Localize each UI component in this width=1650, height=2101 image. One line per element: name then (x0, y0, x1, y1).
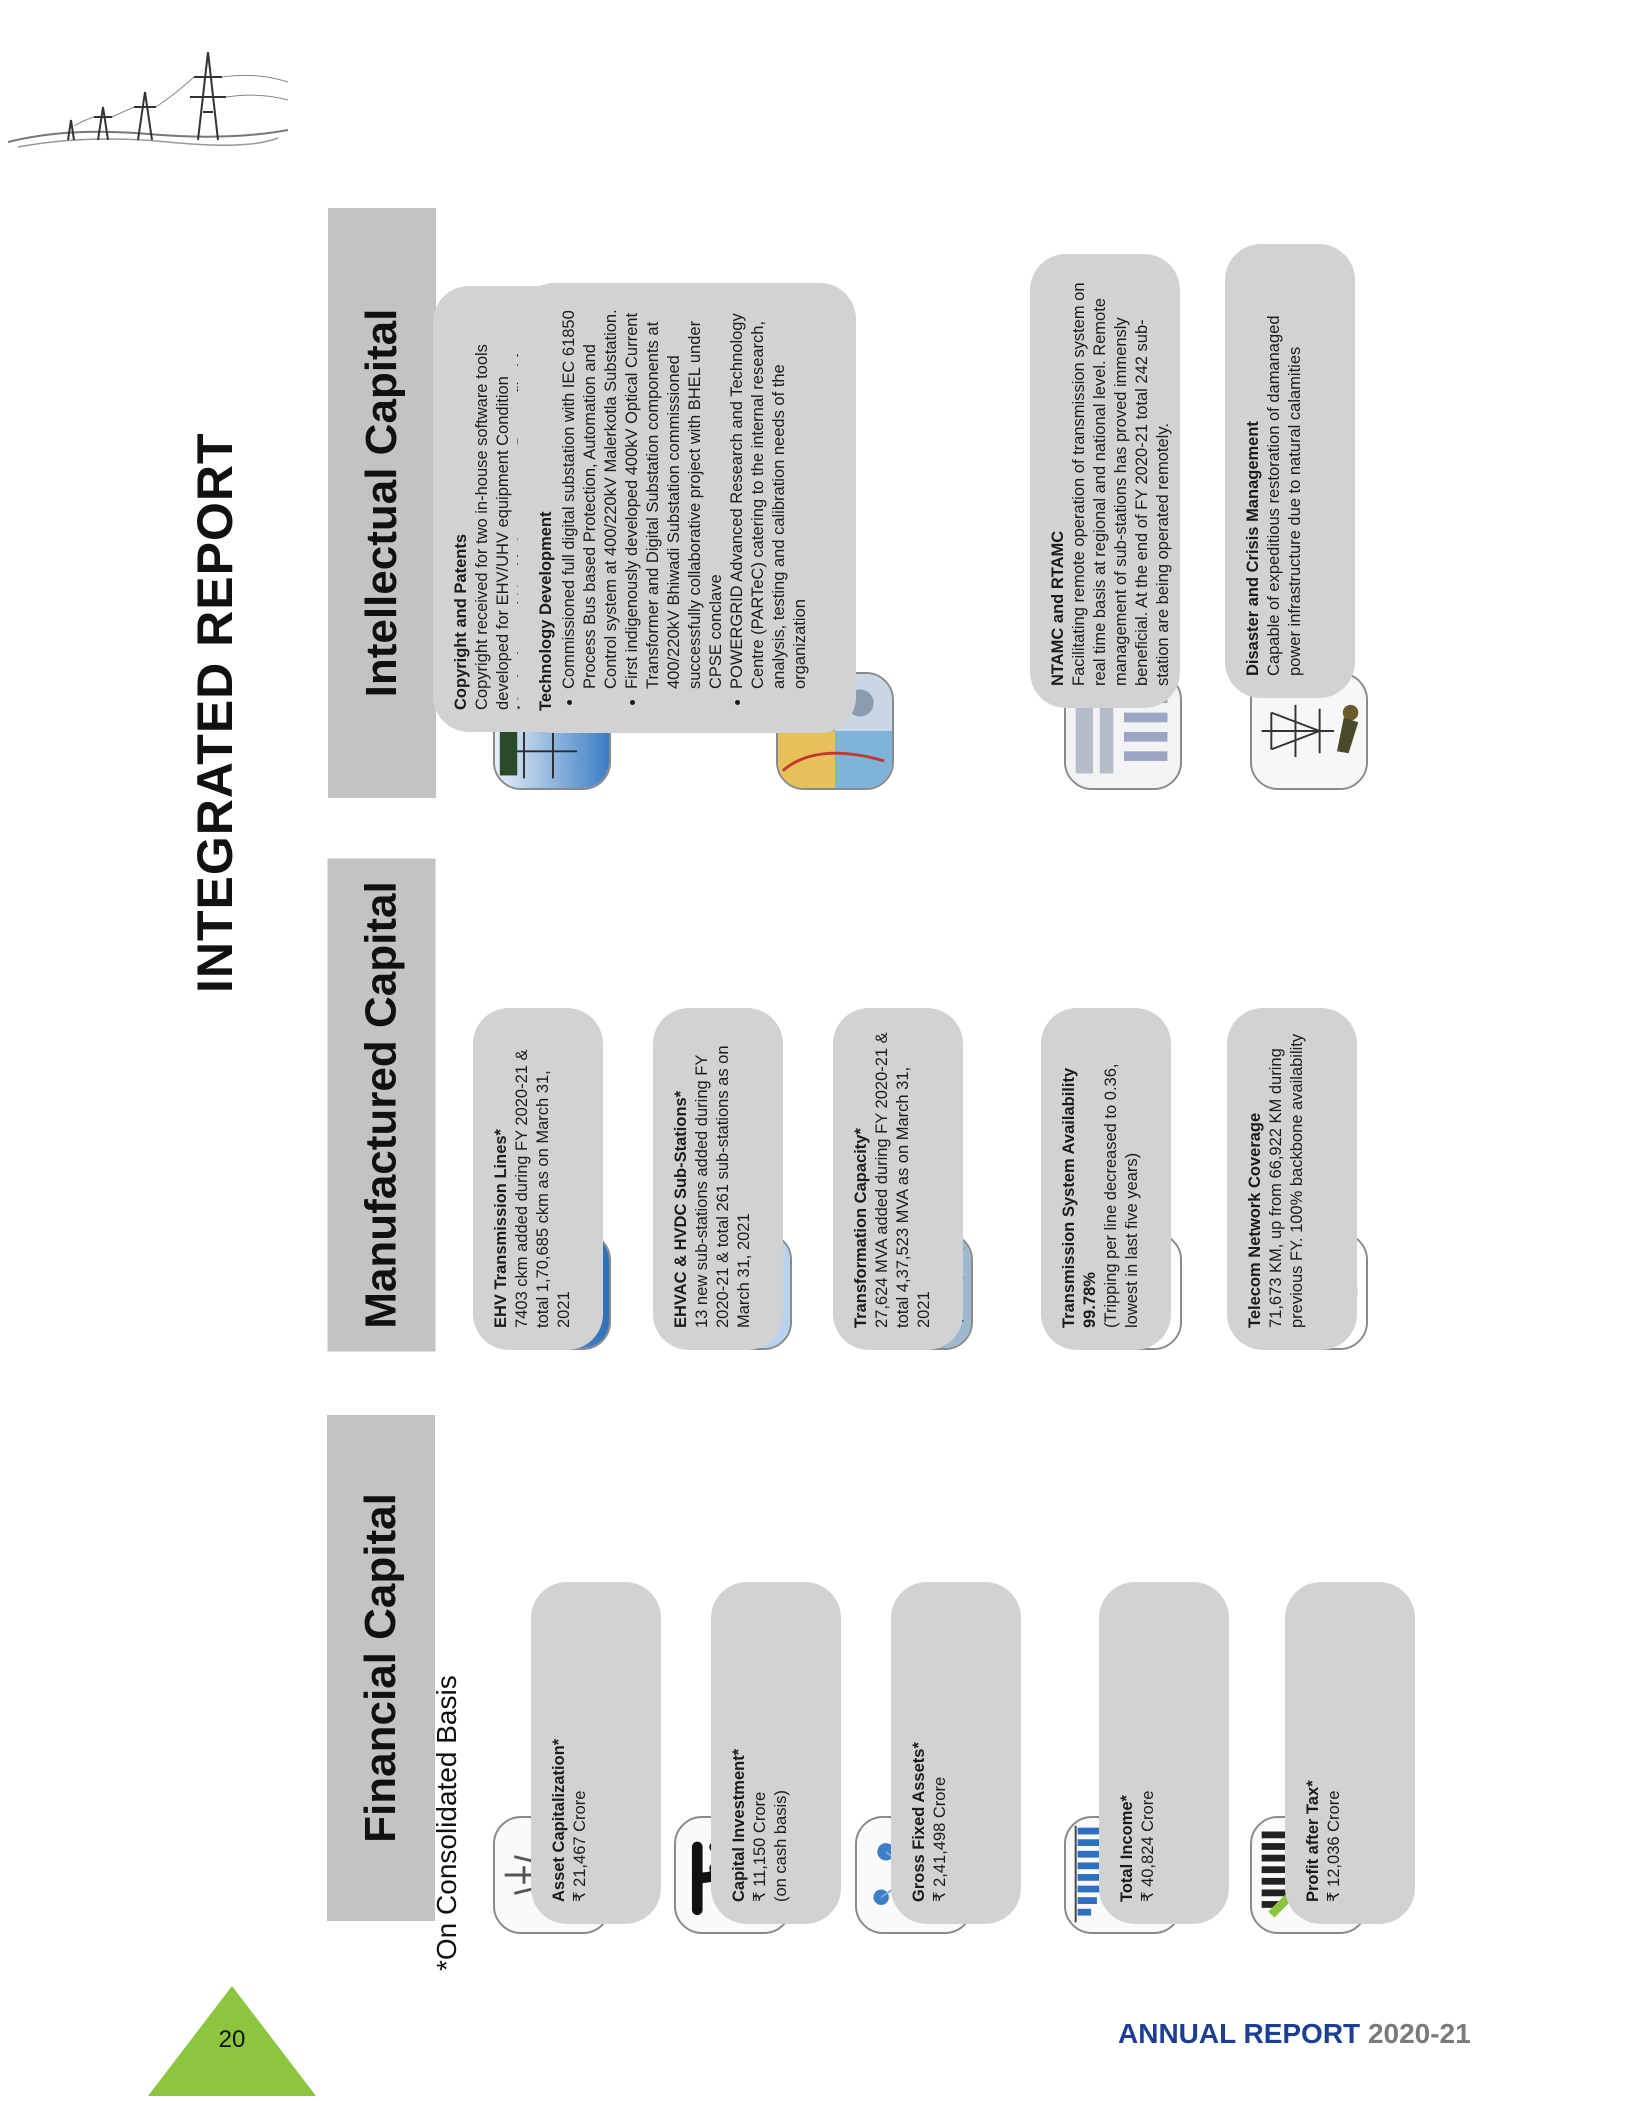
manufactured-capital-header: Manufactured Capital (327, 858, 436, 1352)
card-title: Copyright and Patents (452, 533, 470, 710)
bullet-item: POWERGRID Advanced Research and Technolo… (727, 305, 811, 689)
technology-development-card: Technology Development Commissioned full… (518, 283, 856, 733)
card-title: Profit after Tax* (1304, 1780, 1322, 1902)
card-note: (on cash basis) (772, 1790, 790, 1902)
card-value: ₹ 11,150 Crore (751, 1791, 769, 1902)
card-title: Transformation Capacity* (852, 1128, 870, 1328)
page-number: 20 (218, 2026, 246, 2053)
gross-fixed-assets-card: Gross Fixed Assets* ₹ 2,41,498 Crore (891, 1582, 1021, 1924)
card-text: Facilitating remote operation of transmi… (1070, 282, 1172, 686)
intellectual-capital-header: Intellectual Capital (328, 208, 436, 798)
system-availability-card: Transmission System Availability 99.78% … (1041, 1008, 1171, 1350)
footer-title: ANNUAL REPORT 2020-21 (1118, 2018, 1471, 2050)
card-value: ₹ 21,467 Crore (571, 1790, 589, 1902)
card-text: 7403 ckm added during FY 2020-21 & total… (513, 1049, 573, 1328)
card-title: EHV Transmission Lines* (492, 1129, 510, 1328)
card-title: Disaster and Crisis Management (1244, 421, 1262, 676)
card-text: Capable of expeditious restoration of da… (1265, 315, 1304, 677)
substations-card: EHVAC & HVDC Sub-Stations* 13 new sub-st… (653, 1008, 783, 1350)
transmission-sketch-illustration (7, 22, 289, 152)
page-number-badge (148, 1986, 316, 2096)
card-value: ₹ 12,036 Crore (1325, 1790, 1343, 1902)
card-title: Telecom Network Coverage (1246, 1112, 1264, 1328)
footer-year: 2020-21 (1367, 2018, 1471, 2049)
card-title: NTAMC and RTAMC (1049, 530, 1067, 686)
card-title: Transmission System Availability 99.78% (1060, 1067, 1099, 1328)
card-value: ₹ 2,41,498 Crore (931, 1776, 949, 1902)
card-text: (Tripping per line decreased to 0.36, lo… (1102, 1063, 1141, 1328)
ehv-transmission-lines-card: EHV Transmission Lines* 7403 ckm added d… (473, 1008, 603, 1350)
bullet-item: First indigenously developed 400kV Optic… (622, 305, 727, 689)
disaster-management-card: Disaster and Crisis Management Capable o… (1225, 244, 1355, 698)
capital-investment-card: Capital Investment* ₹ 11,150 Crore (on c… (711, 1582, 841, 1924)
ntamc-rtamc-card: NTAMC and RTAMC Facilitating remote oper… (1030, 254, 1180, 708)
card-text: 71,673 KM, up from 66,922 KM during prev… (1267, 1033, 1306, 1328)
bullet-list: Commissioned full digital substation wit… (559, 305, 811, 711)
profit-after-tax-card: Profit after Tax* ₹ 12,036 Crore (1285, 1582, 1415, 1924)
card-title: Technology Development (537, 511, 555, 711)
card-title: Asset Capitalization* (550, 1738, 568, 1902)
footnote: *On Consolidated Basis (431, 1675, 462, 1971)
page-title: INTEGRATED REPORT (187, 432, 243, 993)
card-title: Gross Fixed Assets* (910, 1742, 928, 1902)
card-title: EHVAC & HVDC Sub-Stations* (672, 1090, 690, 1328)
bullet-item: Commissioned full digital substation wit… (559, 305, 622, 689)
footer-brand: ANNUAL REPORT (1118, 2018, 1361, 2049)
card-text: 27,624 MVA added during FY 2020-21 & tot… (873, 1032, 933, 1328)
telecom-coverage-card: Telecom Network Coverage 71,673 KM, up f… (1227, 1008, 1357, 1350)
asset-capitalization-card: Asset Capitalization* ₹ 21,467 Crore (531, 1582, 661, 1924)
total-income-card: Total Income* ₹ 40,824 Crore (1099, 1582, 1229, 1924)
card-title: Capital Investment* (730, 1748, 748, 1902)
card-title: Total Income* (1118, 1795, 1136, 1902)
card-value: ₹ 40,824 Crore (1139, 1790, 1157, 1902)
transformation-capacity-card: Transformation Capacity* 27,624 MVA adde… (833, 1008, 963, 1350)
card-text: 13 new sub-stations added during FY 2020… (693, 1045, 753, 1328)
financial-capital-header: Financial Capital (327, 1415, 435, 1921)
